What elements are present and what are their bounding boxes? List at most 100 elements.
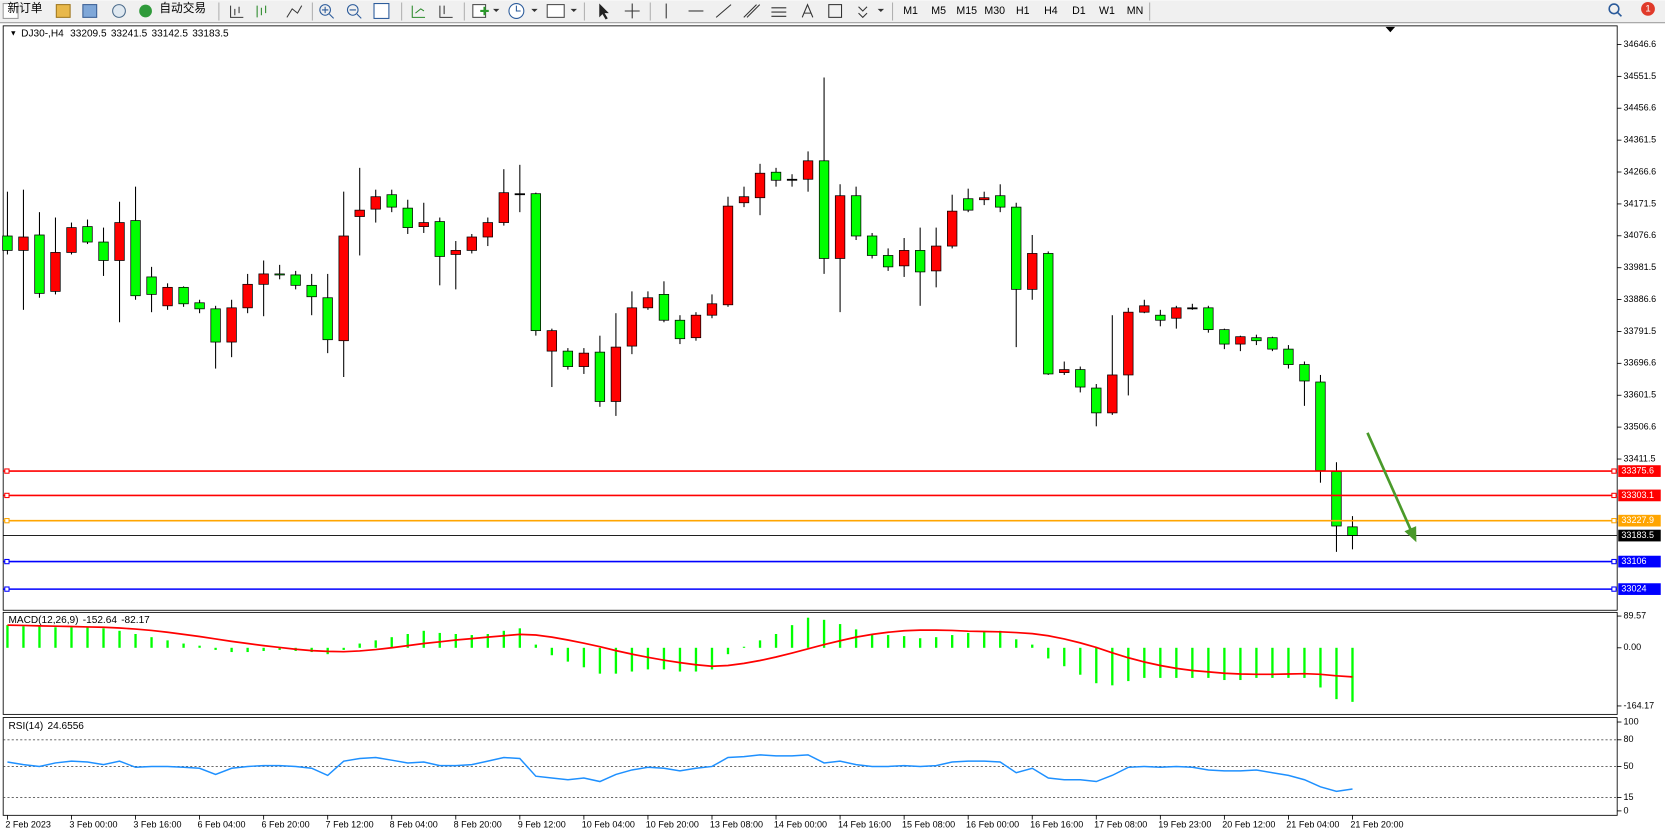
candle-body — [98, 241, 109, 261]
y-tick-label: 33601.5 — [1624, 390, 1657, 400]
candle-body — [850, 195, 862, 237]
level-handle[interactable] — [4, 468, 10, 474]
candle-body — [770, 171, 782, 181]
candle-body — [1059, 369, 1070, 373]
auto-trading-icon[interactable] — [139, 4, 152, 18]
candle-body — [963, 198, 974, 211]
x-tick-label: 3 Feb 00:00 — [69, 819, 117, 829]
timeframe-button[interactable]: M30 — [984, 5, 1005, 17]
y-tick-label: 100 — [1624, 716, 1639, 726]
search-icon[interactable] — [1608, 3, 1620, 15]
candle-body — [530, 193, 542, 332]
toolbar-icon[interactable] — [2, 3, 19, 19]
candle-body — [818, 160, 830, 259]
chart-shift-marker[interactable] — [1385, 26, 1396, 33]
timeframe-button[interactable]: H1 — [1016, 5, 1030, 17]
candle-body — [866, 235, 878, 256]
timeframe-button[interactable]: H4 — [1044, 5, 1058, 17]
level-handle[interactable] — [4, 518, 10, 524]
last-close: 33183.5 — [192, 28, 229, 39]
candle-body — [706, 303, 718, 316]
candle-body — [1011, 206, 1022, 290]
candle-body — [802, 160, 814, 180]
crosshair-tool[interactable] — [624, 3, 640, 19]
chart-type-icons[interactable] — [230, 5, 303, 18]
channel-tool[interactable] — [743, 4, 761, 18]
candle-body — [1299, 364, 1310, 382]
templates-icon[interactable] — [546, 4, 565, 18]
candle-body — [674, 319, 686, 340]
auto-trading-button[interactable]: 自动交易 — [159, 1, 206, 15]
candle-body — [642, 297, 654, 309]
rsi-header: RSI(14) 24.6556 — [9, 721, 85, 732]
text-tool[interactable] — [801, 3, 814, 18]
fibo-tool[interactable] — [771, 7, 787, 17]
chart-shift-icon[interactable] — [439, 5, 453, 18]
new-order-button[interactable]: 新订单 — [7, 1, 42, 15]
autoscroll-icon[interactable] — [411, 5, 426, 18]
indicators-plus[interactable] — [480, 6, 489, 16]
x-tick-label: 10 Feb 04:00 — [582, 819, 635, 829]
candle-body — [738, 196, 750, 204]
y-tick-label: 89.57 — [1624, 610, 1647, 620]
candle-body — [722, 205, 734, 306]
tile-icon[interactable] — [373, 3, 390, 19]
y-tick-label: 33506.6 — [1624, 422, 1657, 432]
timeframe-button[interactable]: M5 — [931, 5, 946, 17]
candle-body — [194, 302, 205, 310]
level-handle[interactable] — [1611, 586, 1617, 592]
timeframe-bar: M1 M5 M15 M30 H1 H4 D1 W1 MN — [903, 5, 1143, 17]
y-tick-label: 33411.5 — [1624, 453, 1656, 463]
arrows-tool[interactable] — [858, 6, 868, 19]
y-tick-label: 33886.6 — [1624, 294, 1657, 304]
trendline-tool[interactable] — [715, 4, 732, 18]
rsi-value: 24.6556 — [47, 721, 84, 732]
macd-panel — [2, 611, 1618, 715]
timeframe-button[interactable]: MN — [1127, 5, 1144, 17]
notification-badge[interactable] — [1641, 1, 1655, 16]
candle-body — [658, 294, 670, 321]
dropdown-arrow[interactable] — [570, 8, 577, 13]
level-handle[interactable] — [4, 558, 10, 565]
macd-main-value: -152.64 — [83, 614, 118, 625]
level-handle[interactable] — [1611, 558, 1617, 565]
toolbar-icon[interactable] — [112, 4, 126, 18]
level-handle[interactable] — [1611, 492, 1617, 499]
candle-body — [979, 197, 990, 201]
toolbar-icon[interactable] — [55, 4, 71, 18]
dropdown-arrow[interactable] — [531, 8, 538, 13]
cursor-tool[interactable] — [599, 3, 609, 20]
level-handle[interactable] — [4, 492, 10, 499]
timeframe-button[interactable]: M1 — [903, 5, 918, 17]
dropdown-arrow[interactable] — [877, 8, 885, 13]
x-tick-label: 13 Feb 08:00 — [710, 819, 763, 829]
y-tick-label: 34266.6 — [1624, 166, 1657, 176]
candle-body — [1075, 369, 1086, 388]
x-tick-label: 21 Feb 04:00 — [1286, 819, 1339, 829]
level-handle[interactable] — [1611, 518, 1617, 524]
zoom-icons[interactable] — [319, 4, 362, 19]
current-price-box — [1618, 529, 1661, 542]
level-handle[interactable] — [1611, 468, 1617, 474]
candle-body — [898, 250, 910, 267]
timeframe-button[interactable]: W1 — [1099, 5, 1115, 17]
candle-body — [610, 346, 622, 402]
last-open: 33209.5 — [70, 28, 107, 39]
level-label: 33106 — [1621, 556, 1646, 566]
candle-body — [2, 235, 13, 251]
candle-body — [210, 308, 221, 343]
candle-body — [1027, 253, 1038, 290]
level-handle[interactable] — [4, 586, 10, 592]
dropdown-arrow[interactable] — [493, 8, 500, 13]
annotation-arrowhead — [1404, 526, 1417, 543]
toolbar-icon[interactable] — [82, 4, 98, 18]
timeframe-button[interactable]: M15 — [956, 5, 977, 17]
level-label: 33024 — [1621, 584, 1646, 594]
timeframe-button[interactable]: D1 — [1072, 5, 1086, 17]
toolbar-background — [0, 0, 1665, 23]
candle-body — [258, 273, 269, 285]
y-tick-label: 34551.5 — [1624, 71, 1657, 81]
symbol-title: DJ30-,H4 — [21, 28, 64, 39]
label-tool[interactable] — [828, 4, 843, 18]
candle-body — [514, 193, 525, 196]
